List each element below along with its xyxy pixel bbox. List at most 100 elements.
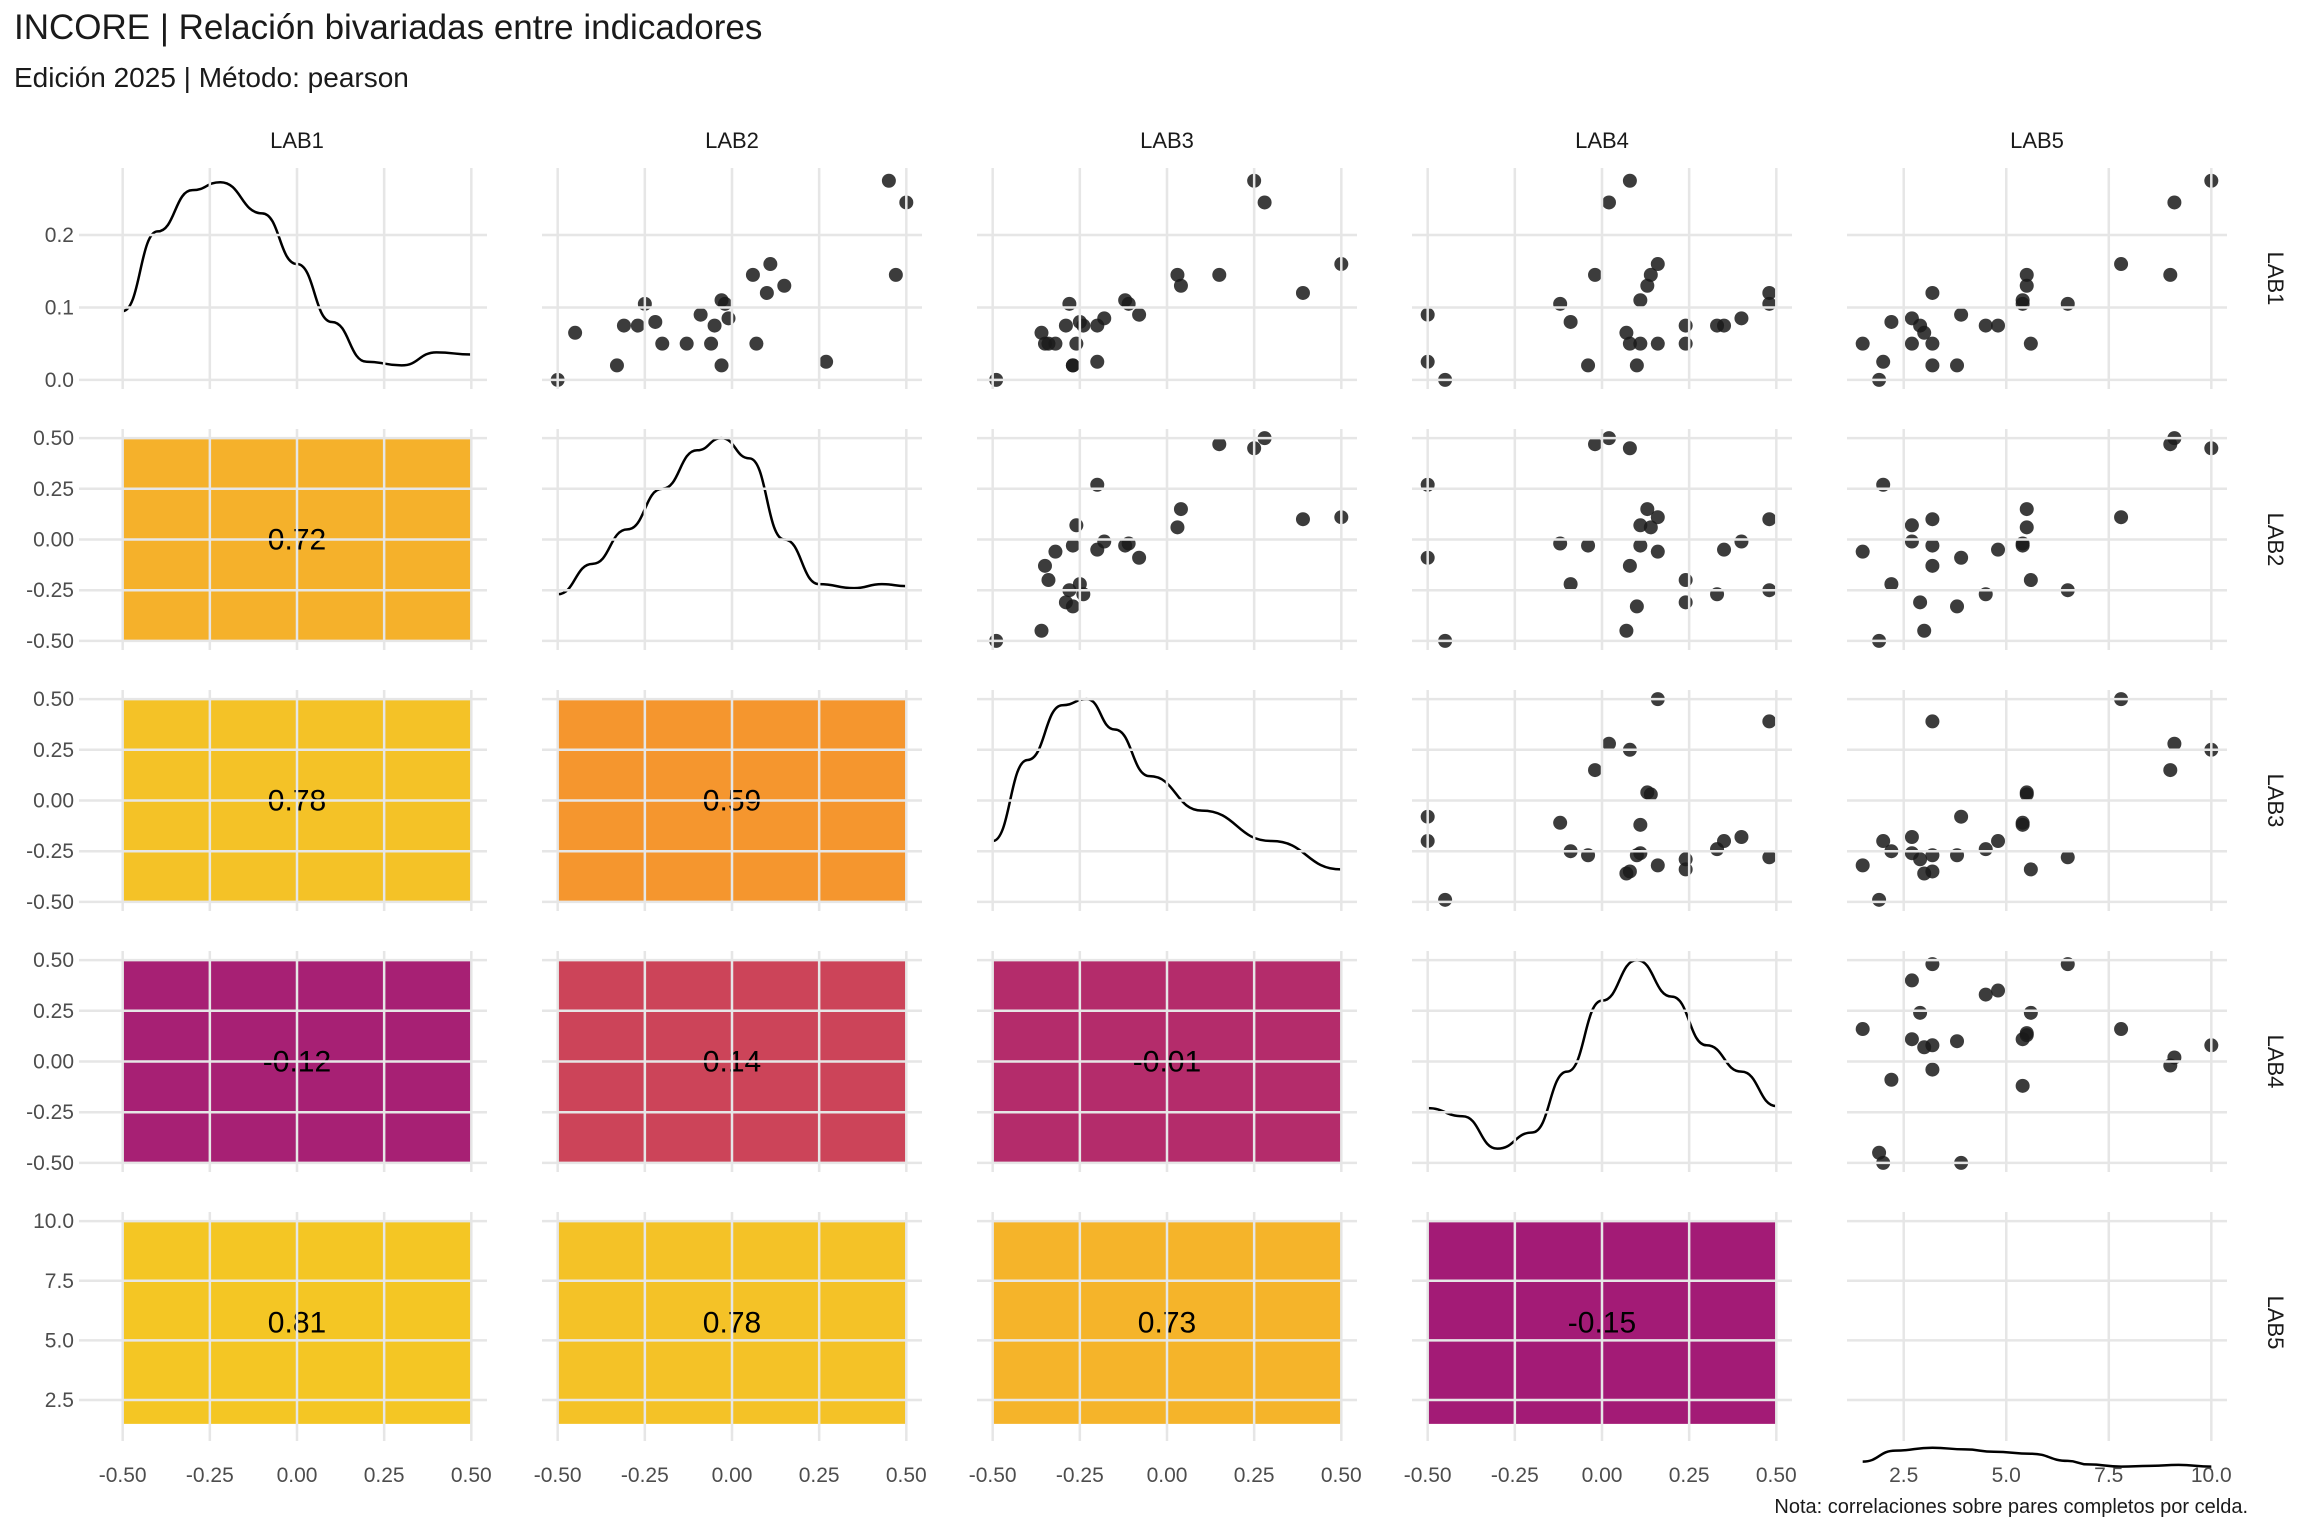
- strip-label-row-lab3: LAB3: [2263, 774, 2288, 828]
- strip-label-row-lab2: LAB2: [2263, 513, 2288, 567]
- scatter-point: [1925, 285, 1940, 300]
- x-tick-label: -0.25: [1056, 1464, 1104, 1487]
- panel-lab4-lab5: [1855, 957, 2219, 1170]
- scatter-point: [1678, 573, 1693, 588]
- x-tick-label: -0.50: [99, 1464, 147, 1487]
- scatter-point: [1633, 538, 1648, 553]
- scatter-point: [2019, 267, 2034, 282]
- scatter-point: [1170, 267, 1185, 282]
- scatter-point: [1872, 1145, 1887, 1160]
- y-tick-label: 10.0: [33, 1210, 74, 1233]
- scatter-point: [1076, 318, 1091, 333]
- x-tick-label: 2.5: [1889, 1464, 1918, 1487]
- scatter-point: [1855, 544, 1870, 559]
- scatter-point: [655, 336, 670, 351]
- scatter-point: [2015, 815, 2030, 830]
- strip-label-col-lab5: LAB5: [2010, 128, 2064, 153]
- scatter-point: [2023, 573, 2038, 588]
- scatter-point: [568, 325, 583, 340]
- scatter-point: [1553, 815, 1568, 830]
- scatter-point: [1622, 336, 1637, 351]
- y-tick-label: 5.0: [45, 1329, 74, 1352]
- scatter-point: [1643, 520, 1658, 535]
- y-tick-label: 0.2: [45, 224, 74, 247]
- scatter-point: [1062, 296, 1077, 311]
- y-tick-label: -0.50: [26, 1152, 74, 1175]
- scatter-point: [1650, 336, 1665, 351]
- x-tick-label: 10.0: [2191, 1464, 2232, 1487]
- scatter-point: [1913, 595, 1928, 610]
- scatter-point: [1917, 623, 1932, 638]
- scatter-point: [1065, 538, 1080, 553]
- scatter-point: [763, 257, 778, 272]
- scatter-point: [2167, 736, 2182, 751]
- y-tick-label: 0.00: [33, 529, 74, 552]
- scatter-point: [1762, 714, 1777, 729]
- scatter-point: [2114, 1022, 2129, 1037]
- scatter-point: [1212, 267, 1227, 282]
- x-tick-label: 0.00: [1147, 1464, 1188, 1487]
- scatter-point: [1438, 892, 1453, 907]
- scatter-point: [2060, 296, 2075, 311]
- strip-label-col-lab4: LAB4: [1575, 128, 1629, 153]
- scatter-point: [2019, 520, 2034, 535]
- scatter-point: [2023, 336, 2038, 351]
- scatter-point: [1950, 599, 1965, 614]
- scatter-point: [1048, 544, 1063, 559]
- panel-grid: [977, 951, 1357, 1172]
- scatter-point: [1717, 542, 1732, 557]
- panel-grid: [107, 429, 487, 650]
- scatter-point: [881, 173, 896, 188]
- panel-grid: [542, 690, 922, 911]
- panel-grid: [542, 1212, 922, 1433]
- scatter-point: [2019, 502, 2034, 517]
- scatter-point: [1678, 336, 1693, 351]
- x-tick-label: 0.50: [1321, 1464, 1362, 1487]
- x-tick-label: 0.25: [1669, 1464, 1710, 1487]
- panel-grid: [1412, 1212, 1792, 1433]
- scatter-point: [1581, 538, 1596, 553]
- x-tick-label: -0.25: [186, 1464, 234, 1487]
- scatter-point: [1069, 518, 1084, 533]
- scatter-point: [1710, 318, 1725, 333]
- scatter-point: [1633, 518, 1648, 533]
- scatter-point: [1762, 850, 1777, 865]
- density-line-lab2: [557, 436, 907, 596]
- scatter-point: [1876, 834, 1891, 849]
- scatter-point: [759, 285, 774, 300]
- scatter-point: [1904, 973, 1919, 988]
- panel-grid: [1847, 690, 2227, 911]
- scatter-point: [1640, 785, 1655, 800]
- scatter-point: [1295, 512, 1310, 527]
- scatter-point: [1295, 285, 1310, 300]
- scatter-point: [1629, 358, 1644, 373]
- scatter-point: [1121, 296, 1136, 311]
- x-tick-label: 0.25: [799, 1464, 840, 1487]
- panel-grid: [977, 1212, 1357, 1433]
- scatter-point: [1633, 336, 1648, 351]
- strip-label-col-lab3: LAB3: [1140, 128, 1194, 153]
- panel-grid: [542, 429, 922, 650]
- scatter-point: [1601, 195, 1616, 210]
- scatter-point: [1650, 858, 1665, 873]
- scatter-point: [718, 296, 733, 311]
- panel-lab1-lab2: [550, 173, 914, 387]
- scatter-point: [1601, 736, 1616, 751]
- x-tick-label: -0.50: [534, 1464, 582, 1487]
- scatter-point: [1917, 325, 1932, 340]
- scatter-point: [2015, 1032, 2030, 1047]
- scatter-point: [1650, 544, 1665, 559]
- panel-grid: [1412, 951, 1792, 1172]
- scatter-point: [1950, 358, 1965, 373]
- panel-grid: [1412, 168, 1792, 389]
- x-tick-label: 7.5: [2094, 1464, 2123, 1487]
- panel-lab3-lab5: [1855, 692, 2219, 907]
- scatter-point: [1034, 623, 1049, 638]
- panel-lab1-lab3: [989, 173, 1349, 387]
- scatter-point: [1925, 336, 1940, 351]
- scatter-point: [745, 267, 760, 282]
- y-tick-label: 0.1: [45, 296, 74, 319]
- scatter-point: [2163, 437, 2178, 452]
- scatter-point: [1629, 599, 1644, 614]
